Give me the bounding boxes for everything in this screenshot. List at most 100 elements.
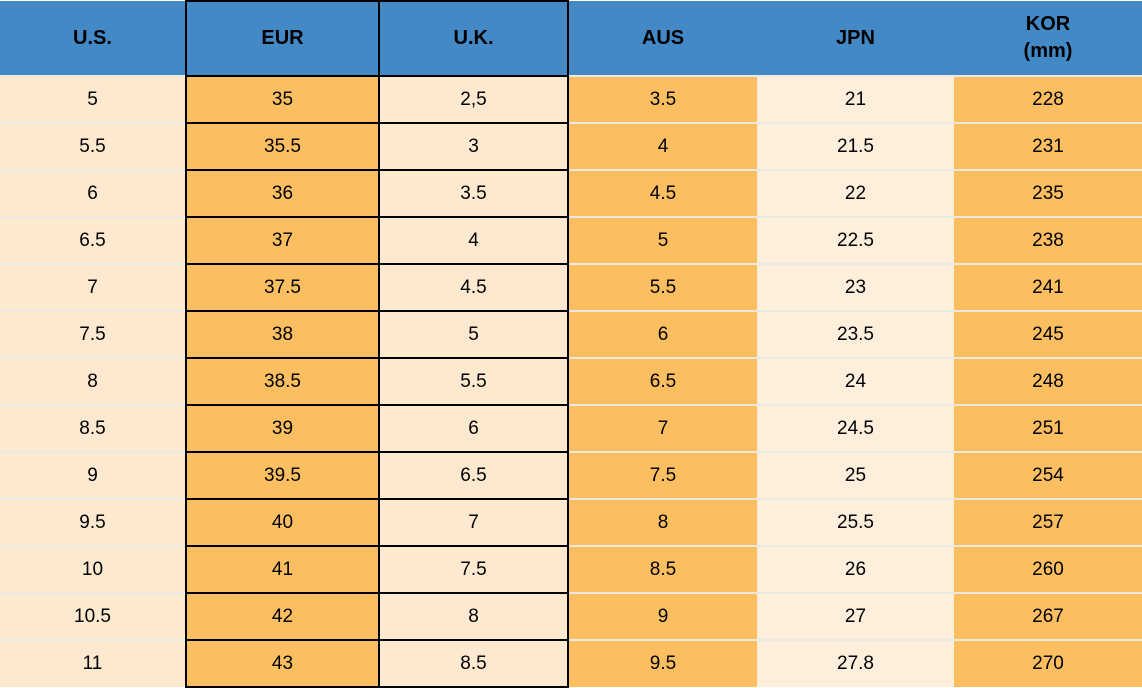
cell-us: 6.5 [0, 216, 186, 264]
table-row: 7 37.5 4.5 5.5 23 241 [0, 263, 1142, 312]
cell-uk: 7.5 [378, 545, 569, 594]
cell-aus: 6.5 [568, 357, 757, 405]
column-header-label: (mm) [1023, 40, 1073, 62]
cell-aus: 6 [568, 310, 757, 358]
cell-kor: 248 [954, 357, 1142, 405]
cell-us: 10 [0, 545, 186, 593]
cell-jpn: 24.5 [757, 404, 954, 452]
cell-us: 10.5 [0, 592, 186, 640]
cell-aus: 9 [568, 592, 757, 640]
cell-eur: 41 [185, 545, 380, 594]
cell-uk: 3.5 [378, 169, 569, 218]
table-header: U.S. EUR U.K. AUS JPN KOR (mm) [0, 0, 1142, 77]
cell-uk: 2,5 [378, 75, 569, 124]
column-header-uk: U.K. [378, 0, 569, 77]
cell-uk: 5.5 [378, 357, 569, 406]
table-row: 6.5 37 4 5 22.5 238 [0, 216, 1142, 265]
cell-eur: 37 [185, 216, 380, 265]
cell-jpn: 23.5 [757, 310, 954, 358]
table-row: 6 36 3.5 4.5 22 235 [0, 169, 1142, 218]
cell-aus: 8.5 [568, 545, 757, 593]
cell-uk: 3 [378, 122, 569, 171]
cell-us: 8.5 [0, 404, 186, 452]
column-header-label: U.K. [453, 27, 494, 49]
cell-aus: 3.5 [568, 75, 757, 123]
cell-aus: 5 [568, 216, 757, 264]
cell-kor: 235 [954, 169, 1142, 217]
cell-kor: 231 [954, 122, 1142, 170]
cell-jpn: 25.5 [757, 498, 954, 546]
column-header-us: U.S. [0, 1, 186, 76]
table-row: 5 35 2,5 3.5 21 228 [0, 75, 1142, 124]
cell-eur: 35 [185, 75, 380, 124]
cell-us: 7 [0, 263, 186, 311]
cell-jpn: 26 [757, 545, 954, 593]
cell-kor: 245 [954, 310, 1142, 358]
cell-us: 5.5 [0, 122, 186, 170]
cell-eur: 35.5 [185, 122, 380, 171]
cell-jpn: 21.5 [757, 122, 954, 170]
cell-kor: 257 [954, 498, 1142, 546]
cell-uk: 6 [378, 404, 569, 453]
table-row: 5.5 35.5 3 4 21.5 231 [0, 122, 1142, 171]
cell-aus: 7.5 [568, 451, 757, 499]
column-header-label: U.S. [73, 26, 112, 49]
cell-eur: 36 [185, 169, 380, 218]
column-header-eur: EUR [185, 0, 380, 77]
cell-eur: 40 [185, 498, 380, 547]
cell-jpn: 22 [757, 169, 954, 217]
table-row: 9.5 40 7 8 25.5 257 [0, 498, 1142, 547]
cell-us: 9.5 [0, 498, 186, 546]
cell-kor: 267 [954, 592, 1142, 640]
table-row: 10.5 42 8 9 27 267 [0, 592, 1142, 641]
table-body: 5 35 2,5 3.5 21 228 5.5 35.5 3 4 21.5 231 6 36 3.5 4.5 2… [0, 75, 1142, 688]
cell-jpn: 23 [757, 263, 954, 311]
table-row: 11 43 8.5 9.5 27.8 270 [0, 639, 1142, 688]
cell-kor: 251 [954, 404, 1142, 452]
column-header-kor: KOR (mm) [954, 1, 1142, 76]
cell-us: 9 [0, 451, 186, 499]
cell-aus: 7 [568, 404, 757, 452]
cell-uk: 7 [378, 498, 569, 547]
cell-jpn: 27 [757, 592, 954, 640]
cell-uk: 4 [378, 216, 569, 265]
cell-uk: 6.5 [378, 451, 569, 500]
cell-us: 5 [0, 75, 186, 123]
cell-jpn: 27.8 [757, 639, 954, 687]
cell-eur: 43 [185, 639, 380, 688]
table-row: 7.5 38 5 6 23.5 245 [0, 310, 1142, 359]
cell-kor: 228 [954, 75, 1142, 123]
table-row: 8 38.5 5.5 6.5 24 248 [0, 357, 1142, 406]
cell-kor: 241 [954, 263, 1142, 311]
cell-uk: 4.5 [378, 263, 569, 312]
column-header-aus: AUS [568, 1, 757, 76]
cell-uk: 8.5 [378, 639, 569, 688]
cell-jpn: 21 [757, 75, 954, 123]
cell-kor: 238 [954, 216, 1142, 264]
cell-kor: 270 [954, 639, 1142, 687]
table-row: 9 39.5 6.5 7.5 25 254 [0, 451, 1142, 500]
cell-eur: 38 [185, 310, 380, 359]
cell-eur: 42 [185, 592, 380, 641]
cell-eur: 37.5 [185, 263, 380, 312]
column-header-label: AUS [641, 26, 685, 49]
cell-aus: 4.5 [568, 169, 757, 217]
table-row: 10 41 7.5 8.5 26 260 [0, 545, 1142, 594]
cell-jpn: 25 [757, 451, 954, 499]
column-header-label: JPN [836, 26, 875, 49]
cell-uk: 8 [378, 592, 569, 641]
cell-us: 7.5 [0, 310, 186, 358]
cell-us: 11 [0, 639, 186, 687]
cell-eur: 38.5 [185, 357, 380, 406]
table-row: 8.5 39 6 7 24.5 251 [0, 404, 1142, 453]
cell-aus: 8 [568, 498, 757, 546]
cell-uk: 5 [378, 310, 569, 359]
header-row: U.S. EUR U.K. AUS JPN KOR (mm) [0, 0, 1142, 77]
cell-kor: 260 [954, 545, 1142, 593]
cell-us: 8 [0, 357, 186, 405]
cell-eur: 39.5 [185, 451, 380, 500]
column-header-label: EUR [261, 27, 304, 49]
column-header-jpn: JPN [757, 1, 954, 76]
cell-us: 6 [0, 169, 186, 217]
